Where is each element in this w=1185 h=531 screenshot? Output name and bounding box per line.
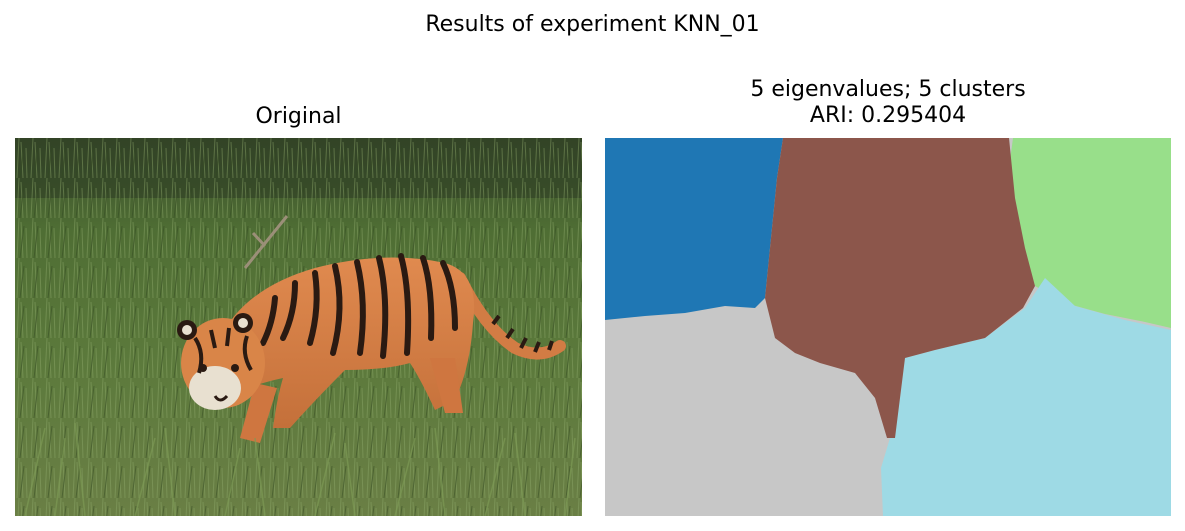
tiger-photo [15,138,582,516]
segmentation-title-line2: ARI: 0.295404 [809,103,967,128]
cluster-regions [605,138,1171,516]
segmentation-title-line1: 5 eigenvalues; 5 clusters [750,77,1026,102]
tiger-stripes [260,253,458,359]
tail-stripes [491,314,554,353]
segmentation-map [605,138,1171,516]
segmentation-title: 5 eigenvalues; 5 clusters ARI: 0.295404 [605,77,1171,129]
cluster-region-green [1009,138,1171,328]
branch [243,215,289,269]
original-image-title: Original [255,104,342,129]
figure-title: Results of experiment KNN_01 [425,12,760,37]
tiger-body [220,257,475,428]
foreground-grass [24,422,576,516]
cluster-region-blue [605,138,783,320]
cluster-region-cyan [881,278,1171,516]
cluster-region-brown [765,138,1035,438]
original-image [15,138,582,516]
